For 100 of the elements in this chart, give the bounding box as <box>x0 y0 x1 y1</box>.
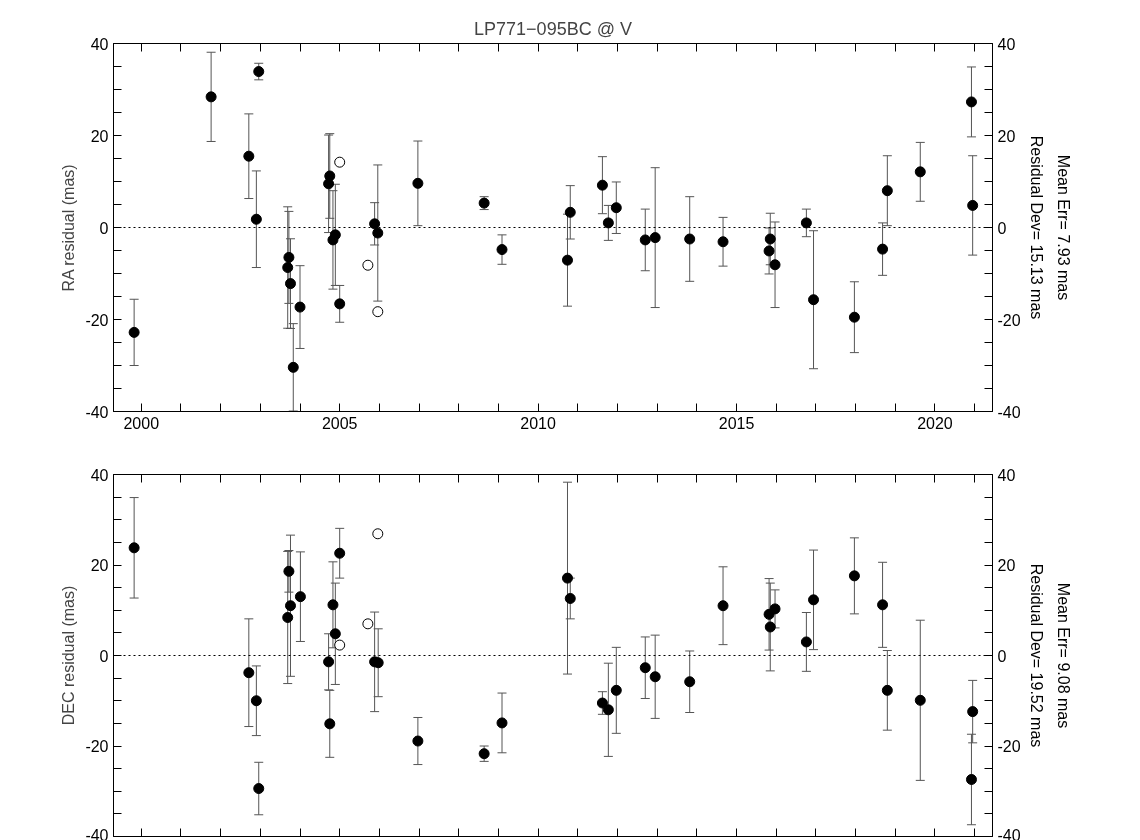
y-tick-label: 40 <box>90 466 109 484</box>
point <box>283 565 295 577</box>
point <box>877 599 889 611</box>
point <box>284 600 296 612</box>
point <box>561 572 573 584</box>
point <box>334 298 346 310</box>
point <box>965 96 977 108</box>
y2-tick-label: 40 <box>997 466 1016 484</box>
point <box>769 259 781 271</box>
point <box>412 177 424 189</box>
point <box>412 735 424 747</box>
y-tick-label: 20 <box>90 557 109 574</box>
point <box>914 694 926 706</box>
point <box>327 599 339 611</box>
point <box>362 618 374 630</box>
point <box>602 704 614 716</box>
y2-tick-label: -40 <box>997 403 1021 421</box>
point <box>327 234 339 246</box>
text: Mean Err= 9.08 mas <box>1054 582 1072 729</box>
point <box>250 695 262 707</box>
y2-tick-label: 40 <box>997 35 1016 53</box>
y-tick-label: 20 <box>90 127 109 145</box>
point <box>287 361 299 373</box>
point <box>372 227 384 239</box>
y-axis-title: DEC residual (mas) <box>60 585 78 726</box>
point <box>372 528 384 540</box>
x-tick-label: 2015 <box>718 414 755 432</box>
point <box>282 262 294 274</box>
x-tick-label: 2000 <box>123 414 160 432</box>
point <box>205 91 217 103</box>
y-tick-label: 0 <box>99 647 109 665</box>
point <box>283 251 295 263</box>
point <box>334 639 346 651</box>
point <box>329 628 341 640</box>
point <box>764 621 776 633</box>
point <box>564 592 576 604</box>
point <box>243 150 255 162</box>
y2-tick-label: 20 <box>997 127 1016 145</box>
y-axis-title: RA residual (mas) <box>60 164 78 292</box>
point <box>764 233 776 245</box>
point <box>881 185 893 197</box>
y2-tick-label: -40 <box>997 826 1021 840</box>
y-tick-label: 40 <box>90 35 109 53</box>
point <box>128 326 140 338</box>
text: Residual Dev= 19.52 mas <box>1027 563 1045 748</box>
point <box>596 697 608 709</box>
point <box>496 717 508 729</box>
point <box>967 706 979 718</box>
point <box>881 684 893 696</box>
point <box>282 612 294 623</box>
point <box>684 233 696 245</box>
point <box>610 202 622 214</box>
text: Mean Err= 7.93 mas <box>1054 154 1072 301</box>
point <box>808 594 820 606</box>
y2-tick-label: 0 <box>997 647 1007 665</box>
point <box>649 232 661 244</box>
point <box>808 294 820 306</box>
point <box>717 236 729 248</box>
y-tick-label: 0 <box>99 219 109 237</box>
text: Residual Dev= 15.13 mas <box>1027 135 1045 320</box>
point <box>914 166 926 178</box>
point <box>639 662 651 674</box>
point <box>800 636 812 648</box>
point <box>610 684 622 696</box>
point <box>848 311 860 323</box>
y2-tick-label: -20 <box>997 311 1021 329</box>
point <box>877 243 889 255</box>
point <box>967 199 979 211</box>
point <box>848 570 860 582</box>
point <box>564 206 576 218</box>
x-tick-label: 2005 <box>321 414 358 432</box>
y2-tick-label: -20 <box>997 738 1021 755</box>
point <box>561 254 573 266</box>
y2-tick-label: 20 <box>997 557 1016 574</box>
point <box>323 656 335 668</box>
point <box>324 718 336 730</box>
y-tick-label: -20 <box>85 738 109 755</box>
point <box>596 179 608 191</box>
point <box>334 156 346 168</box>
point <box>649 671 661 683</box>
y-tick-label: -40 <box>85 826 109 840</box>
point <box>253 66 265 78</box>
point <box>763 245 775 257</box>
point <box>639 234 651 246</box>
point <box>496 244 508 256</box>
point <box>717 600 729 612</box>
chart-title: LP771−095BC @ V <box>474 18 632 39</box>
point <box>294 591 306 603</box>
point <box>284 278 296 290</box>
point <box>253 783 265 795</box>
point <box>800 217 812 229</box>
point <box>334 547 346 559</box>
x-tick-label: 2010 <box>520 414 557 432</box>
point <box>372 306 384 318</box>
point <box>362 259 374 271</box>
point <box>684 676 696 688</box>
point <box>294 301 306 313</box>
point <box>602 217 614 229</box>
y-tick-label: -20 <box>85 311 109 329</box>
point <box>769 603 781 615</box>
